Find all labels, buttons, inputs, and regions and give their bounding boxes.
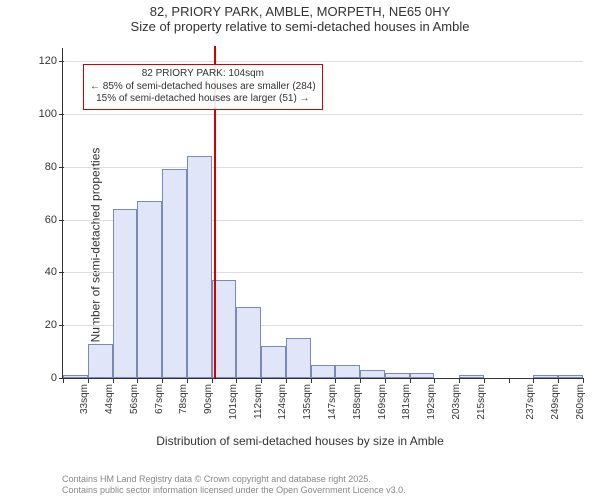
- x-tick-label: 237sqm: [525, 378, 536, 420]
- x-tick-label: 90sqm: [203, 378, 214, 414]
- x-tick-mark: [311, 378, 312, 383]
- attribution: Contains HM Land Registry data © Crown c…: [62, 474, 406, 496]
- x-tick-mark: [236, 378, 237, 383]
- chart-area: Number of semi-detached properties 02040…: [0, 40, 600, 450]
- y-tick-label: 0: [51, 372, 63, 384]
- x-tick-label: 169sqm: [377, 378, 388, 420]
- x-tick-mark: [509, 378, 510, 383]
- x-tick-label: 147sqm: [327, 378, 338, 420]
- plot-region: 02040608010012033sqm44sqm56sqm67sqm78sqm…: [62, 48, 583, 379]
- x-tick-mark: [459, 378, 460, 383]
- x-tick-mark: [261, 378, 262, 383]
- annotation-box: 82 PRIORY PARK: 104sqm← 85% of semi-deta…: [83, 64, 323, 110]
- x-tick-mark: [410, 378, 411, 383]
- x-tick-label: 124sqm: [277, 378, 288, 420]
- x-tick-mark: [583, 378, 584, 383]
- x-tick-mark: [335, 378, 336, 383]
- x-tick-mark: [212, 378, 213, 383]
- x-tick-mark: [63, 378, 64, 383]
- x-tick-label: 67sqm: [154, 378, 165, 414]
- grid-line: [63, 61, 583, 62]
- x-tick-label: 135sqm: [302, 378, 313, 420]
- x-tick-label: 33sqm: [79, 378, 90, 414]
- x-tick-label: 112sqm: [253, 378, 264, 419]
- histogram-bar: [88, 344, 113, 378]
- x-tick-mark: [434, 378, 435, 383]
- x-tick-mark: [286, 378, 287, 383]
- x-tick-label: 78sqm: [178, 378, 189, 414]
- x-tick-mark: [385, 378, 386, 383]
- annotation-line: 15% of semi-detached houses are larger (…: [90, 93, 316, 106]
- y-tick-label: 120: [39, 55, 63, 67]
- annotation-line: ← 85% of semi-detached houses are smalle…: [90, 81, 316, 94]
- chart-title-line2: Size of property relative to semi-detach…: [0, 19, 600, 34]
- histogram-bar: [162, 169, 187, 378]
- histogram-bar: [335, 365, 360, 378]
- y-tick-label: 20: [45, 319, 63, 331]
- grid-line: [63, 114, 583, 115]
- histogram-bar: [137, 201, 162, 378]
- x-tick-label: 215sqm: [476, 378, 487, 420]
- histogram-bar: [360, 370, 385, 378]
- chart-title-line1: 82, PRIORY PARK, AMBLE, MORPETH, NE65 0H…: [0, 4, 600, 19]
- annotation-line: 82 PRIORY PARK: 104sqm: [90, 68, 316, 81]
- x-tick-label: 56sqm: [129, 378, 140, 414]
- x-tick-mark: [187, 378, 188, 383]
- y-tick-label: 80: [45, 161, 63, 173]
- x-tick-mark: [137, 378, 138, 383]
- x-tick-mark: [88, 378, 89, 383]
- histogram-bar: [236, 307, 261, 378]
- x-tick-mark: [558, 378, 559, 383]
- histogram-bar: [286, 338, 311, 378]
- grid-line: [63, 167, 583, 168]
- attribution-line1: Contains HM Land Registry data © Crown c…: [62, 474, 406, 485]
- y-tick-label: 100: [39, 108, 63, 120]
- x-tick-label: 260sqm: [575, 378, 586, 420]
- x-tick-mark: [360, 378, 361, 383]
- x-tick-label: 44sqm: [104, 378, 115, 414]
- histogram-bar: [261, 346, 286, 378]
- x-tick-mark: [162, 378, 163, 383]
- histogram-bar: [113, 209, 138, 378]
- x-tick-mark: [113, 378, 114, 383]
- x-tick-label: 203sqm: [451, 378, 462, 420]
- histogram-bar: [311, 365, 336, 378]
- y-tick-label: 40: [45, 266, 63, 278]
- x-axis-label: Distribution of semi-detached houses by …: [156, 434, 443, 448]
- x-tick-mark: [533, 378, 534, 383]
- x-tick-label: 158sqm: [352, 378, 363, 420]
- x-tick-label: 249sqm: [550, 378, 561, 420]
- attribution-line2: Contains public sector information licen…: [62, 485, 406, 496]
- histogram-bar: [187, 156, 212, 378]
- x-tick-label: 192sqm: [426, 378, 437, 420]
- x-tick-label: 101sqm: [228, 378, 239, 420]
- x-tick-label: 181sqm: [401, 378, 412, 420]
- y-tick-label: 60: [45, 214, 63, 226]
- x-tick-mark: [484, 378, 485, 383]
